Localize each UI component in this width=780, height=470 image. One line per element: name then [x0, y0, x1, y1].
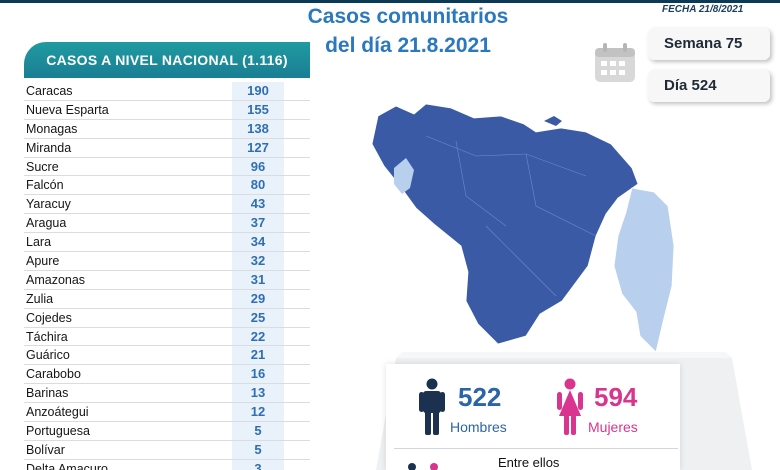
table-row: Monagas 138: [24, 119, 310, 139]
state-case-count: 12: [232, 403, 284, 422]
gender-divider: [394, 448, 678, 449]
state-case-count: 43: [232, 195, 284, 214]
women-label: Mujeres: [588, 419, 638, 435]
state-case-count: 32: [232, 252, 284, 270]
title-line-1: Casos comunitarios: [307, 5, 509, 28]
state-name: Miranda: [26, 140, 72, 155]
state-name: Caracas: [26, 83, 73, 98]
state-name: Guárico: [26, 348, 70, 363]
table-row: Falcón 80: [24, 176, 310, 196]
table-row: Amazonas 31: [24, 270, 310, 290]
table-row: Yaracuy 43: [24, 195, 310, 215]
state-case-count: 3: [232, 459, 284, 470]
state-name: Táchira: [26, 329, 68, 344]
state-case-count: 5: [232, 422, 284, 440]
top-bar: [0, 0, 780, 3]
week-badge: Semana 75: [648, 28, 770, 60]
state-name: Sucre: [26, 159, 59, 174]
table-row: Sucre 96: [24, 157, 310, 177]
calendar-icon: [595, 43, 635, 82]
table-row: Miranda 127: [24, 138, 310, 158]
state-name: Amazonas: [26, 272, 86, 287]
state-name: Cojedes: [26, 310, 72, 325]
state-name: Portuguesa: [26, 423, 90, 438]
state-case-count: 16: [232, 365, 284, 384]
state-name: Apure: [26, 253, 60, 268]
map-lake-region: [394, 158, 414, 194]
national-cases-header: CASOS A NIVEL NACIONAL (1.116): [24, 42, 310, 78]
table-row: Cojedes 25: [24, 308, 310, 328]
table-row: Táchira 22: [24, 327, 310, 347]
table-row: Bolívar 5: [24, 440, 310, 460]
state-name: Monagas: [26, 121, 78, 136]
date-label: FECHA 21/8/2021: [662, 4, 744, 15]
table-row: Delta Amacuro 3: [24, 459, 310, 470]
map-island: [544, 116, 562, 126]
map-main-region: [371, 103, 639, 345]
map-essequibo-region: [613, 187, 675, 353]
men-count: 522: [458, 382, 502, 412]
state-name: Falcón: [26, 178, 64, 193]
man-icon: [419, 378, 445, 435]
state-case-count: 80: [232, 176, 284, 195]
table-row: Zulia 29: [24, 289, 310, 309]
state-name: Carabobo: [26, 367, 81, 382]
state-name: Lara: [26, 235, 52, 250]
table-row: Barinas 13: [24, 384, 310, 404]
state-case-count: 31: [232, 270, 284, 289]
state-case-count: 22: [232, 327, 284, 346]
state-name: Yaracuy: [26, 197, 71, 212]
state-case-count: 37: [232, 214, 284, 233]
state-name: Anzoátegui: [26, 405, 89, 420]
cases-table: Caracas 190 Nueva Esparta 155 Monagas 138 Mira…: [24, 82, 310, 470]
page-title: Casos comunitarios del día 21.8.2021: [268, 2, 548, 60]
state-name: Barinas: [26, 386, 69, 401]
state-case-count: 190: [232, 82, 284, 100]
mini-people-icon: [408, 463, 438, 470]
table-row: Apure 32: [24, 252, 310, 271]
state-name: Zulia: [26, 291, 54, 306]
table-row: Portuguesa 5: [24, 422, 310, 441]
state-case-count: 25: [232, 308, 284, 327]
venezuela-map: [371, 103, 675, 353]
state-case-count: 155: [232, 100, 284, 119]
title-line-2: del día 21.8.2021: [325, 34, 491, 57]
state-case-count: 29: [232, 289, 284, 308]
day-badge: Día 524: [648, 70, 770, 102]
state-case-count: 138: [232, 119, 284, 138]
table-row: Caracas 190: [24, 82, 310, 101]
state-name: Nueva Esparta: [26, 102, 109, 117]
state-case-count: 96: [232, 157, 284, 176]
among-them-label: Entre ellos: [498, 455, 560, 470]
table-row: Nueva Esparta 155: [24, 100, 310, 120]
women-count: 594: [594, 382, 638, 412]
state-case-count: 5: [232, 440, 284, 459]
state-case-count: 127: [232, 138, 284, 157]
table-row: Anzoátegui 12: [24, 403, 310, 423]
state-case-count: 13: [232, 384, 284, 403]
woman-icon: [557, 378, 583, 435]
table-row: Lara 34: [24, 233, 310, 253]
state-name: Bolívar: [26, 442, 65, 457]
table-row: Aragua 37: [24, 214, 310, 234]
state-name: Delta Amacuro: [26, 461, 108, 470]
state-case-count: 21: [232, 346, 284, 365]
table-row: Guárico 21: [24, 346, 310, 366]
table-row: Carabobo 16: [24, 365, 310, 385]
state-case-count: 34: [232, 233, 284, 252]
state-name: Aragua: [26, 216, 67, 231]
men-label: Hombres: [450, 419, 507, 435]
